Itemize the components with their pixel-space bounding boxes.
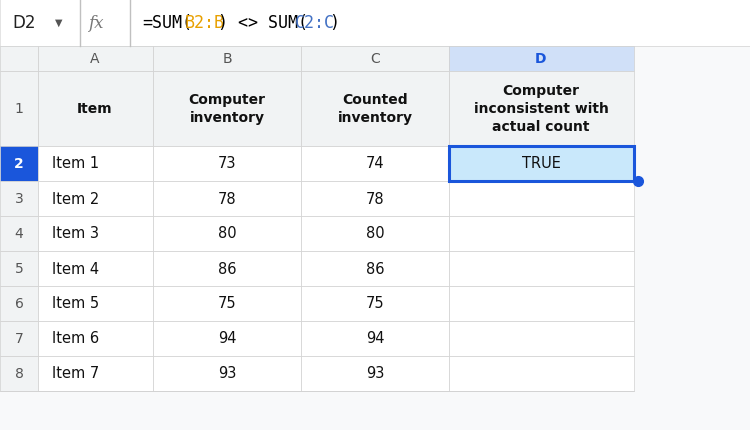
Text: fx: fx — [88, 15, 104, 31]
Bar — [0, 252, 38, 286]
Text: ): ) — [329, 14, 339, 32]
Text: 8: 8 — [14, 366, 23, 380]
Bar — [153, 147, 301, 181]
Bar — [301, 47, 449, 72]
Text: D: D — [536, 52, 547, 66]
Text: C: C — [370, 52, 380, 66]
Text: 86: 86 — [217, 261, 236, 276]
Bar — [153, 216, 301, 252]
Text: TRUE: TRUE — [521, 156, 560, 171]
Text: 5: 5 — [15, 261, 23, 275]
Bar — [449, 286, 634, 321]
Bar — [153, 252, 301, 286]
Bar — [449, 72, 634, 147]
Bar — [38, 252, 153, 286]
Bar — [38, 216, 153, 252]
Text: Item 3: Item 3 — [52, 226, 99, 241]
Bar — [0, 356, 38, 391]
Text: B2:B: B2:B — [184, 14, 224, 32]
Text: Item 5: Item 5 — [52, 296, 99, 311]
Bar — [0, 0, 750, 47]
Text: 93: 93 — [366, 366, 384, 381]
Bar — [38, 286, 153, 321]
Bar — [153, 356, 301, 391]
Text: 73: 73 — [217, 156, 236, 171]
Bar — [301, 356, 449, 391]
Text: Item 7: Item 7 — [52, 366, 99, 381]
Text: 93: 93 — [217, 366, 236, 381]
Bar — [38, 147, 153, 181]
Bar — [0, 286, 38, 321]
Bar — [0, 147, 38, 181]
Bar — [301, 72, 449, 147]
Bar — [449, 216, 634, 252]
Text: Item 1: Item 1 — [52, 156, 99, 171]
Bar — [38, 321, 153, 356]
Text: B: B — [222, 52, 232, 66]
Bar — [153, 72, 301, 147]
Text: 74: 74 — [366, 156, 384, 171]
Bar — [301, 321, 449, 356]
Text: Item: Item — [77, 102, 112, 116]
Text: 78: 78 — [366, 191, 384, 206]
Text: 4: 4 — [15, 227, 23, 240]
Bar — [301, 286, 449, 321]
Bar — [301, 252, 449, 286]
Text: 6: 6 — [14, 296, 23, 310]
Text: 75: 75 — [366, 296, 384, 311]
Bar — [0, 72, 38, 147]
Bar — [301, 147, 449, 181]
Bar — [38, 47, 153, 72]
Bar — [0, 47, 38, 72]
Bar — [449, 147, 634, 181]
Text: Computer
inconsistent with
actual count: Computer inconsistent with actual count — [473, 83, 608, 134]
Bar — [301, 216, 449, 252]
Text: 94: 94 — [366, 331, 384, 346]
Text: D2: D2 — [12, 14, 35, 32]
Text: 2: 2 — [14, 157, 24, 171]
Bar — [301, 181, 449, 216]
Text: Item 4: Item 4 — [52, 261, 99, 276]
Bar — [449, 181, 634, 216]
Text: 80: 80 — [217, 226, 236, 241]
Bar — [449, 147, 634, 181]
Text: =SUM(: =SUM( — [142, 14, 192, 32]
Text: Item 6: Item 6 — [52, 331, 99, 346]
Text: Computer
inventory: Computer inventory — [188, 92, 266, 125]
Bar — [38, 72, 153, 147]
Text: 7: 7 — [15, 331, 23, 345]
Text: Counted
inventory: Counted inventory — [338, 92, 412, 125]
Bar — [0, 216, 38, 252]
Bar — [153, 321, 301, 356]
Text: 75: 75 — [217, 296, 236, 311]
Bar — [153, 286, 301, 321]
Bar — [38, 181, 153, 216]
Bar — [0, 321, 38, 356]
Bar — [449, 47, 634, 72]
Bar — [153, 181, 301, 216]
Text: ▼: ▼ — [55, 18, 62, 28]
Text: C2:C: C2:C — [295, 14, 335, 32]
Bar — [449, 356, 634, 391]
Text: 3: 3 — [15, 191, 23, 206]
Bar — [0, 0, 80, 47]
Text: Item 2: Item 2 — [52, 191, 99, 206]
Bar — [449, 321, 634, 356]
Text: ) <> SUM(: ) <> SUM( — [218, 14, 308, 32]
Bar — [0, 181, 38, 216]
Text: 86: 86 — [366, 261, 384, 276]
Bar — [449, 252, 634, 286]
Text: 1: 1 — [14, 102, 23, 116]
Text: A: A — [90, 52, 100, 66]
Text: 80: 80 — [366, 226, 384, 241]
Bar — [153, 47, 301, 72]
Text: 94: 94 — [217, 331, 236, 346]
Text: 78: 78 — [217, 191, 236, 206]
Bar — [38, 356, 153, 391]
